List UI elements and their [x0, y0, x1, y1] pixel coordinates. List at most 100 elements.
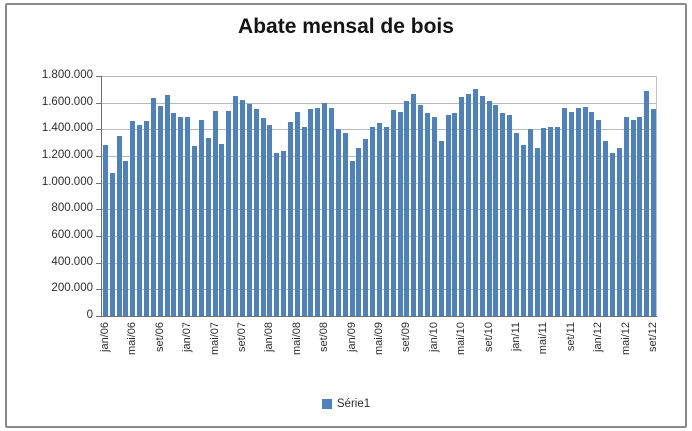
bar-ago/11[interactable]	[562, 108, 567, 316]
bar-jul/06[interactable]	[144, 120, 150, 316]
bar-ago/10[interactable]	[479, 96, 485, 316]
bar-nov/07[interactable]	[253, 109, 259, 316]
bar-abr/10[interactable]	[452, 113, 458, 316]
y-tick-mark	[96, 289, 101, 291]
legend-swatch-icon	[321, 399, 332, 409]
bar-jul/07[interactable]	[226, 110, 232, 316]
bar-set/07[interactable]	[239, 100, 245, 316]
bar-jan/10[interactable]	[431, 117, 437, 316]
bar-abr/09[interactable]	[370, 126, 376, 316]
bar-jul/10[interactable]	[472, 89, 478, 316]
y-tick-mark	[96, 102, 101, 104]
bar-mai/12[interactable]	[623, 117, 629, 316]
bar-abr/11[interactable]	[534, 148, 540, 316]
bar-fev/08[interactable]	[274, 153, 280, 316]
bar-jun/08[interactable]	[301, 127, 307, 316]
bar-ago/12[interactable]	[644, 91, 650, 316]
bar-jan/11[interactable]	[514, 133, 520, 316]
bar-nov/09[interactable]	[418, 105, 424, 316]
bar-out/10[interactable]	[493, 105, 499, 316]
bar-set/09[interactable]	[404, 100, 410, 316]
bar-set/11[interactable]	[568, 112, 574, 316]
bar-mar/09[interactable]	[363, 138, 369, 316]
bar-jul/08[interactable]	[308, 108, 314, 316]
bar-dez/06[interactable]	[178, 116, 184, 316]
bar-dez/07[interactable]	[260, 118, 266, 316]
bar-mai/09[interactable]	[377, 123, 382, 316]
bar-set/10[interactable]	[486, 101, 492, 316]
bar-nov/10[interactable]	[500, 112, 506, 316]
bar-fev/12[interactable]	[603, 141, 609, 316]
bar-mai/11[interactable]	[541, 128, 547, 316]
bar-mai/06[interactable]	[130, 121, 136, 316]
bar-abr/12[interactable]	[616, 148, 622, 316]
bar-fev/10[interactable]	[438, 141, 444, 316]
y-tick-mark	[96, 182, 101, 184]
bar-ago/06[interactable]	[150, 98, 156, 316]
bar-nov/11[interactable]	[582, 107, 588, 316]
legend[interactable]: Série1	[7, 398, 685, 410]
bar-jun/06[interactable]	[137, 125, 143, 316]
bar-ago/08[interactable]	[315, 108, 321, 316]
y-tick-mark	[96, 129, 101, 131]
bar-dez/10[interactable]	[507, 114, 513, 316]
bar-out/08[interactable]	[329, 108, 335, 316]
y-tick-mark	[96, 156, 101, 157]
bar-ago/07[interactable]	[233, 96, 239, 316]
y-axis-label: 1.600.000	[41, 95, 93, 108]
bar-abr/06[interactable]	[123, 160, 129, 316]
bar-jul/09[interactable]	[390, 110, 396, 316]
bar-nov/06[interactable]	[171, 113, 177, 316]
bar-set/08[interactable]	[322, 103, 328, 316]
x-axis-label: mai/11	[537, 322, 550, 355]
chart-frame: Abate mensal de bois 1.800.000 1.600.000 1…	[5, 3, 687, 428]
bar-out/11[interactable]	[575, 108, 581, 316]
bar-jun/11[interactable]	[548, 126, 554, 316]
bar-fev/07[interactable]	[192, 146, 197, 316]
bar-ago/09[interactable]	[397, 112, 403, 316]
bar-jul/12[interactable]	[637, 117, 643, 316]
bar-jan/06[interactable]	[102, 144, 108, 316]
gridline	[102, 76, 657, 77]
bar-mar/11[interactable]	[527, 129, 533, 316]
bar-dez/08[interactable]	[342, 133, 348, 316]
bar-nov/08[interactable]	[335, 129, 341, 316]
bar-jan/12[interactable]	[596, 120, 602, 316]
bar-mai/10[interactable]	[459, 97, 465, 316]
x-axis-label: set/09	[400, 322, 413, 352]
x-axis-label: jan/06	[98, 322, 111, 352]
bar-fev/09[interactable]	[356, 148, 362, 316]
x-axis-label: mai/07	[208, 322, 221, 356]
bar-mar/10[interactable]	[445, 114, 451, 316]
bar-out/06[interactable]	[164, 94, 170, 316]
bar-mai/07[interactable]	[212, 111, 218, 316]
bar-mai/08[interactable]	[294, 112, 300, 316]
y-axis-label: 400.000	[51, 255, 93, 268]
x-axis-line	[102, 316, 657, 317]
bar-jun/12[interactable]	[630, 120, 636, 316]
bar-jul/11[interactable]	[555, 126, 561, 316]
bar-abr/07[interactable]	[205, 138, 211, 316]
bar-dez/11[interactable]	[589, 112, 595, 316]
bar-dez/09[interactable]	[424, 113, 430, 316]
bar-abr/08[interactable]	[287, 122, 293, 316]
bar-fev/11[interactable]	[520, 145, 526, 316]
bar-jan/09[interactable]	[349, 161, 355, 316]
bar-set/06[interactable]	[157, 106, 163, 316]
bar-out/09[interactable]	[411, 94, 417, 316]
x-axis-label: set/10	[482, 322, 495, 352]
bar-fev/06[interactable]	[109, 172, 115, 316]
bar-set/12[interactable]	[651, 108, 657, 316]
bar-jan/07[interactable]	[185, 116, 191, 316]
bar-jun/10[interactable]	[466, 94, 472, 316]
bar-mar/08[interactable]	[281, 150, 287, 316]
bar-jun/09[interactable]	[383, 127, 389, 316]
bar-jan/08[interactable]	[267, 125, 273, 316]
bar-mar/12[interactable]	[609, 153, 615, 316]
bar-mar/07[interactable]	[198, 120, 204, 316]
bar-jun/07[interactable]	[219, 144, 225, 316]
bar-mar/06[interactable]	[116, 136, 122, 316]
y-tick-mark	[96, 236, 101, 237]
bar-out/07[interactable]	[246, 104, 252, 316]
